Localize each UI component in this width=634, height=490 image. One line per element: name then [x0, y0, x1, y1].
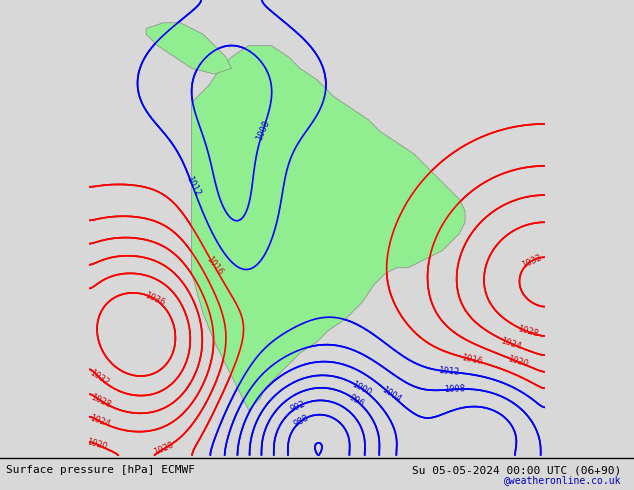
Text: 996: 996: [347, 393, 366, 409]
Text: 1036: 1036: [143, 291, 166, 308]
Text: Su 05-05-2024 00:00 UTC (06+90): Su 05-05-2024 00:00 UTC (06+90): [412, 466, 621, 475]
Text: 1020: 1020: [85, 437, 108, 451]
Text: 1008: 1008: [255, 119, 271, 142]
Text: 1020: 1020: [506, 354, 529, 369]
Text: 992: 992: [289, 399, 307, 414]
Text: Surface pressure [hPa] ECMWF: Surface pressure [hPa] ECMWF: [6, 466, 195, 475]
Text: 1012: 1012: [184, 175, 202, 198]
Text: 1004: 1004: [380, 385, 402, 404]
Text: 1024: 1024: [89, 414, 112, 429]
Text: 1020: 1020: [152, 441, 176, 457]
Text: 1008: 1008: [444, 385, 465, 394]
Text: 1028: 1028: [517, 324, 540, 339]
Text: 1024: 1024: [500, 336, 522, 351]
Text: 1016: 1016: [460, 353, 483, 366]
Text: 1028: 1028: [89, 392, 112, 409]
Text: 988: 988: [292, 414, 310, 429]
Text: 1012: 1012: [438, 367, 460, 377]
Text: 1000: 1000: [351, 380, 373, 397]
Text: 1032: 1032: [88, 368, 111, 388]
Polygon shape: [191, 46, 465, 410]
Text: @weatheronline.co.uk: @weatheronline.co.uk: [504, 475, 621, 485]
Polygon shape: [146, 23, 231, 74]
Text: 1016: 1016: [204, 255, 224, 277]
Text: 1032: 1032: [520, 253, 543, 270]
